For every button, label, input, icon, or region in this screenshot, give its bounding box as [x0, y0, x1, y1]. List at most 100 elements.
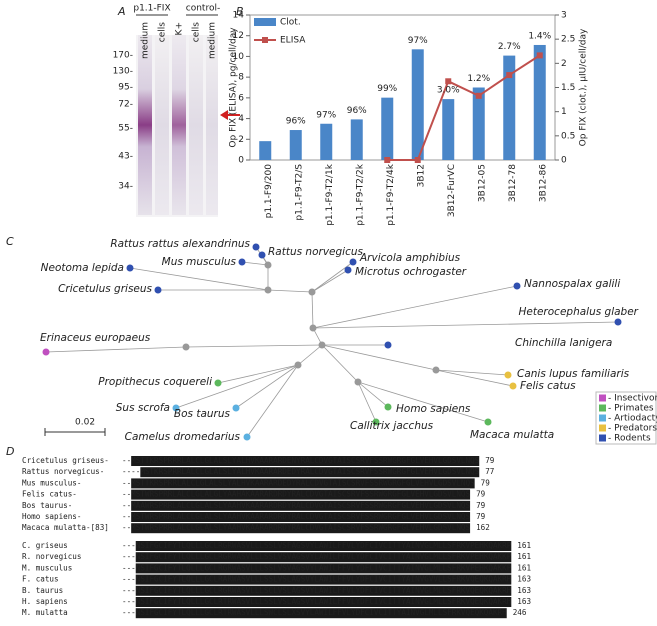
seq-name: Cricetulus griseus- — [22, 456, 109, 465]
seq: ---NSIFGCIFYTLQLLLGCLRARWASVLLLSSLVSLAGS… — [122, 575, 512, 584]
y2-tick-label: 1.5 — [561, 83, 575, 93]
legend-label: - Artiodactyls — [608, 414, 657, 424]
seq-highlight — [135, 552, 512, 563]
scale-label: 0.02 — [75, 418, 95, 428]
tree-branch — [311, 261, 354, 293]
y-tick-label: 14 — [233, 11, 245, 21]
leaf-label: Homo sapiens — [396, 403, 471, 415]
tree-branch — [241, 261, 269, 266]
gel-lane — [206, 35, 218, 215]
leaf-dot — [372, 418, 380, 426]
leaf-label: Canis lupus familiaris — [517, 368, 630, 380]
y2-tick-label: 0 — [561, 156, 567, 166]
tree-branch — [357, 381, 489, 423]
bar — [533, 44, 546, 160]
bar-label: 1.4% — [528, 31, 551, 41]
y-tick-label: 8 — [238, 73, 244, 83]
seq-name: R. norvegicus — [22, 552, 81, 561]
tree-branch — [235, 364, 299, 409]
leaf-label: Propithecus coquereli — [98, 376, 212, 388]
y-tick-label: 2 — [238, 135, 244, 145]
tree-branch — [129, 267, 269, 291]
seq-name: M. musculus — [22, 563, 72, 572]
seq-position: 162 — [476, 523, 490, 532]
seq-highlight — [131, 500, 471, 511]
seq: ---NSIFGCIFYTLQLLLGCLRTRWASVLLLSSLVSLAGS… — [122, 597, 512, 606]
seq-highlight — [135, 597, 512, 607]
lane-label: medium — [141, 22, 151, 59]
y-tick-label: 10 — [233, 52, 245, 62]
seq: --MSTTKRSPRRRLALCLGLALSLYALHVKAARARDENYR… — [122, 456, 480, 465]
y-tick-label: 4 — [238, 114, 244, 124]
seq-position: 163 — [517, 586, 531, 595]
seq-position: 161 — [517, 563, 531, 572]
leaf-label: Bos taurus — [174, 408, 231, 420]
seq-highlight — [135, 574, 512, 585]
tree-node — [182, 343, 190, 351]
marker-label: 34- — [118, 182, 133, 192]
seq-name: Mus musculus- — [22, 478, 81, 487]
line-marker — [536, 52, 543, 59]
seq-name: Macaca mulatta-[83] — [22, 523, 109, 532]
seq-name: Bos taurus- — [22, 501, 72, 510]
seq: ----MSTKRSPRRLALCLGLALSLYALHVKAARARDEDYR… — [122, 467, 480, 476]
seq-name: F. catus — [22, 575, 59, 584]
leaf-dot — [349, 258, 357, 266]
seq-name: H. sapiens — [22, 597, 68, 606]
seq: ---NSIFGCIFYTLQLLLGCLRTRWASVLLLSWCLSLXSV… — [122, 608, 507, 617]
bar — [503, 55, 516, 160]
gel-lane — [138, 35, 152, 215]
leaf-dot — [252, 243, 260, 251]
tree-branch — [217, 364, 299, 384]
tree-branch — [311, 269, 349, 293]
y2-tick-label: 1 — [561, 107, 567, 117]
x-tick-label: 3B12-05 — [477, 164, 487, 202]
seq: --MSTWRSPRRLALCLGLALSLYAAHVKAARARDRDYRAL… — [122, 512, 470, 521]
seq-highlight — [131, 523, 471, 534]
bar — [472, 87, 485, 160]
seq-position: 163 — [517, 575, 531, 584]
seq: --MSTTKRSPRRLALCLGLALSLYALHVKAARARDEDYRA… — [122, 478, 475, 487]
seq: --MSTWRSPRRLALCLGLALSLYAAHVKAARARDRDYRAL… — [122, 523, 470, 532]
line-marker — [475, 92, 482, 99]
bar — [289, 130, 302, 160]
seq-name: M. mulatta — [22, 608, 68, 617]
leaf-dot — [126, 264, 134, 272]
seq-highlight — [140, 467, 480, 478]
seq-name: Homo sapiens- — [22, 512, 81, 521]
bar-label: 3.0% — [437, 86, 460, 96]
group-label: control- — [186, 4, 220, 14]
x-tick-label: p1.1-F9-T2/1k — [325, 163, 335, 226]
legend-swatch — [599, 424, 606, 432]
leaf-dot — [154, 286, 162, 294]
bar — [320, 123, 333, 160]
y2-tick-label: 2.5 — [561, 35, 575, 45]
bar — [442, 99, 455, 160]
seq-highlight — [135, 541, 512, 551]
lane-label: K+ — [175, 22, 185, 35]
y2-tick-label: 3 — [561, 11, 567, 21]
legend-swatch — [599, 404, 606, 412]
y-tick-label: 6 — [238, 93, 244, 103]
leaf-label: Rattus rattus alexandrinus — [110, 238, 250, 250]
legend-swatch — [599, 434, 606, 442]
legend-label: ELISA — [280, 36, 306, 46]
tree-branch — [175, 364, 299, 409]
seq: --MAAWRSPRRLALCLGLALSLYAAHVKAARARDRDYRAL… — [122, 501, 470, 510]
leaf-label: Macaca mulatta — [470, 429, 554, 441]
gel-lane — [189, 35, 203, 215]
leaf-dot — [504, 371, 512, 379]
seq: --MSTWRSPRRLALCLGLALGLYAAHAKAARARDRDYRAL… — [122, 490, 470, 499]
arrow-head — [220, 110, 228, 120]
seq: ---NSIFGCIFYTLQLLLGCLRGRWASVLLLSSLVSVAGS… — [122, 563, 512, 572]
tree-branch — [357, 381, 377, 423]
seq-name: Rattus norvegicus- — [22, 467, 104, 476]
marker-label: 43- — [118, 152, 133, 162]
leaf-dot — [384, 403, 392, 411]
bar-label: 99% — [377, 84, 397, 94]
seq-position: 246 — [513, 608, 527, 617]
tree-node — [264, 261, 272, 269]
leaf-label: Heterocephalus glaber — [519, 306, 639, 318]
seq: ---NSIFGCIFYTLQLLLGCLRGRWASVLLLSSLVSVAGS… — [122, 552, 512, 561]
tree-node — [308, 288, 316, 296]
